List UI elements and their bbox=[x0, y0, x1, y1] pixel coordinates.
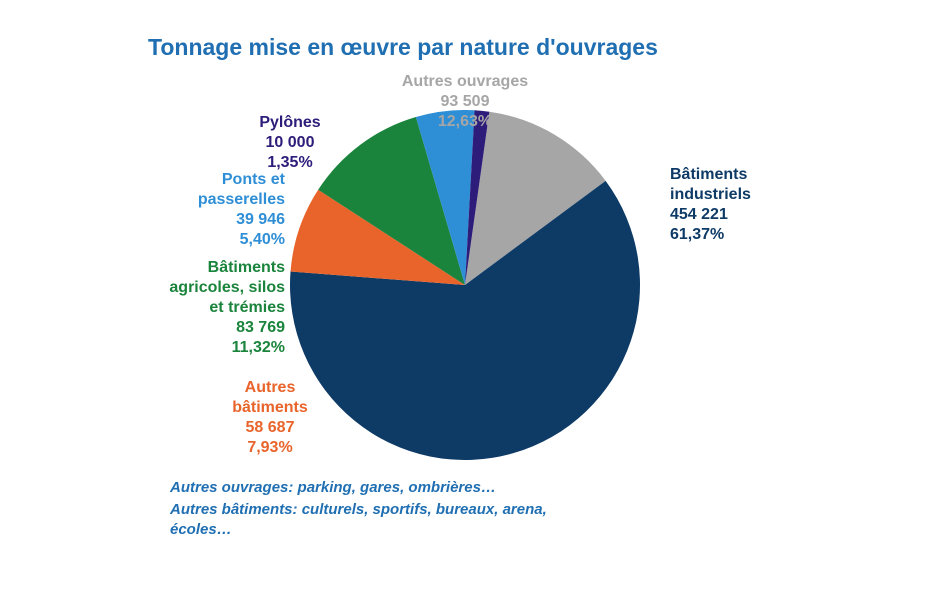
slice-label-line: 7,93% bbox=[220, 438, 320, 458]
slice-label-line: Autres ouvrages bbox=[380, 72, 550, 92]
slice-label-line: 58 687 bbox=[220, 418, 320, 438]
slice-label-line: 39 946 bbox=[180, 210, 285, 230]
slice-label-line: Ponts et bbox=[180, 170, 285, 190]
footnote: Autres bâtiments: culturels, sportifs, b… bbox=[170, 500, 590, 541]
slice-label: Pylônes10 0001,35% bbox=[250, 113, 330, 173]
chart-stage: Tonnage mise en œuvre par nature d'ouvra… bbox=[0, 0, 941, 589]
chart-title: Tonnage mise en œuvre par nature d'ouvra… bbox=[148, 34, 658, 61]
slice-label-line: 12,63% bbox=[380, 112, 550, 132]
slice-label-line: Bâtiments bbox=[670, 165, 830, 185]
slice-label-line: 10 000 bbox=[250, 133, 330, 153]
slice-label-line: 5,40% bbox=[180, 230, 285, 250]
slice-label-line: 93 509 bbox=[380, 92, 550, 112]
slice-label-line: industriels bbox=[670, 185, 830, 205]
slice-label-line: 1,35% bbox=[250, 153, 330, 173]
slice-label-line: 454 221 bbox=[670, 205, 830, 225]
slice-label: Ponts etpasserelles39 9465,40% bbox=[180, 170, 285, 250]
slice-label-line: 11,32% bbox=[150, 338, 285, 358]
pie-chart bbox=[290, 110, 640, 460]
slice-label-line: 61,37% bbox=[670, 225, 830, 245]
slice-label-line: 83 769 bbox=[150, 318, 285, 338]
slice-label-line: Pylônes bbox=[250, 113, 330, 133]
slice-label-line: et trémies bbox=[150, 298, 285, 318]
slice-label-line: Autres bbox=[220, 378, 320, 398]
slice-label: Bâtimentsagricoles, siloset trémies83 76… bbox=[150, 258, 285, 358]
slice-label-line: passerelles bbox=[180, 190, 285, 210]
slice-label-line: bâtiments bbox=[220, 398, 320, 418]
slice-label: Autresbâtiments58 6877,93% bbox=[220, 378, 320, 458]
slice-label-line: Bâtiments bbox=[150, 258, 285, 278]
slice-label-line: agricoles, silos bbox=[150, 278, 285, 298]
slice-label: Autres ouvrages93 50912,63% bbox=[380, 72, 550, 132]
footnote: Autres ouvrages: parking, gares, ombrièr… bbox=[170, 478, 620, 498]
slice-label: Bâtimentsindustriels454 22161,37% bbox=[670, 165, 830, 245]
